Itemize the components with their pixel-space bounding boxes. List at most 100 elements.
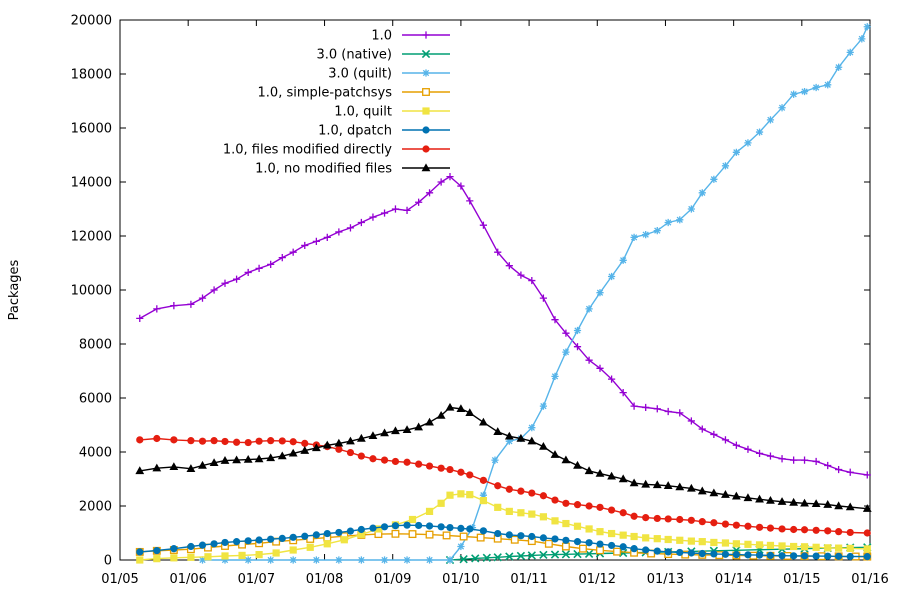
- data-point: [408, 515, 417, 524]
- data-point: [863, 471, 871, 479]
- data-point: [198, 294, 207, 302]
- data-point: [244, 438, 252, 447]
- data-point: [334, 438, 344, 447]
- data-point: [732, 521, 740, 529]
- data-point: [573, 343, 582, 351]
- legend-label: 1.0, dpatch: [318, 124, 392, 139]
- data-point: [562, 329, 570, 337]
- data-point: [562, 348, 570, 356]
- data-point: [585, 305, 593, 313]
- data-point: [698, 549, 706, 558]
- data-point: [323, 233, 331, 241]
- data-point: [425, 530, 434, 539]
- x-tick-label: 01/16: [851, 572, 888, 587]
- data-point: [562, 519, 570, 528]
- data-point: [562, 499, 570, 507]
- data-point: [527, 436, 537, 445]
- data-point: [561, 550, 571, 559]
- data-point: [755, 494, 764, 503]
- data-point: [471, 554, 480, 563]
- data-point: [551, 517, 559, 525]
- data-point: [766, 452, 775, 460]
- x-tick-label: 01/09: [374, 572, 411, 587]
- data-point: [465, 408, 475, 417]
- data-point: [539, 294, 548, 302]
- legend: 1.0 3.0 (native) 3.0 (quilt) 1.0, simple-pa…: [223, 29, 450, 177]
- y-tick-label: 4000: [79, 446, 112, 461]
- x-tick-label: 01/11: [510, 572, 547, 587]
- data-point: [653, 405, 661, 413]
- y-axis-title: Packages: [7, 259, 22, 320]
- data-point: [862, 504, 872, 512]
- data-point: [335, 228, 343, 236]
- y-tick-label: 16000: [71, 122, 112, 137]
- data-point: [244, 537, 252, 545]
- data-point: [421, 163, 431, 172]
- data-point: [152, 463, 162, 472]
- data-point: [278, 437, 286, 445]
- data-point: [425, 462, 434, 470]
- data-point: [607, 471, 616, 480]
- data-point: [846, 48, 854, 56]
- data-point: [272, 549, 280, 557]
- data-point: [663, 481, 673, 489]
- data-point: [778, 542, 786, 550]
- data-point: [585, 502, 593, 510]
- data-point: [755, 449, 764, 457]
- data-point: [204, 553, 212, 561]
- data-point: [687, 417, 695, 425]
- data-point: [596, 289, 604, 297]
- data-point: [619, 256, 627, 264]
- data-point: [710, 430, 718, 439]
- data-point: [744, 540, 752, 548]
- data-point: [630, 402, 638, 410]
- x-tick-label: 01/12: [579, 572, 616, 587]
- data-point: [539, 492, 548, 500]
- data-point: [539, 534, 548, 542]
- data-point: [422, 31, 430, 39]
- data-point: [170, 302, 178, 310]
- data-point: [653, 547, 661, 555]
- data-point: [391, 426, 400, 435]
- data-point: [561, 455, 571, 464]
- data-point: [403, 521, 411, 529]
- data-point: [790, 552, 798, 560]
- data-point: [755, 551, 764, 559]
- data-point: [573, 460, 582, 469]
- data-point: [169, 462, 179, 471]
- data-point: [221, 279, 229, 287]
- data-point: [357, 525, 365, 534]
- x-tick-label: 01/13: [647, 572, 684, 587]
- data-point: [403, 206, 411, 214]
- data-point: [846, 528, 854, 537]
- data-point: [527, 551, 536, 560]
- y-tick-label: 6000: [79, 392, 112, 407]
- data-point: [312, 237, 320, 245]
- data-point: [289, 533, 297, 541]
- data-point: [778, 552, 786, 560]
- data-point: [415, 460, 423, 468]
- data-point: [710, 550, 718, 558]
- data-point: [266, 453, 276, 462]
- data-point: [811, 499, 821, 508]
- data-point: [311, 443, 321, 452]
- data-point: [476, 533, 485, 542]
- data-point: [170, 436, 178, 444]
- data-point: [539, 513, 548, 521]
- data-point: [812, 457, 820, 466]
- x-tick-label: 01/08: [306, 572, 343, 587]
- data-point: [323, 529, 331, 538]
- data-point: [790, 525, 798, 534]
- series-1-0-dpatch: [136, 521, 871, 561]
- data-point: [198, 460, 207, 469]
- data-point: [437, 499, 445, 507]
- data-point: [835, 544, 843, 552]
- data-point: [238, 551, 246, 560]
- series-1-0: [136, 173, 871, 479]
- data-point: [812, 83, 820, 92]
- data-point: [613, 547, 621, 556]
- data-point: [551, 535, 559, 543]
- data-point: [415, 198, 423, 206]
- data-point: [517, 509, 525, 517]
